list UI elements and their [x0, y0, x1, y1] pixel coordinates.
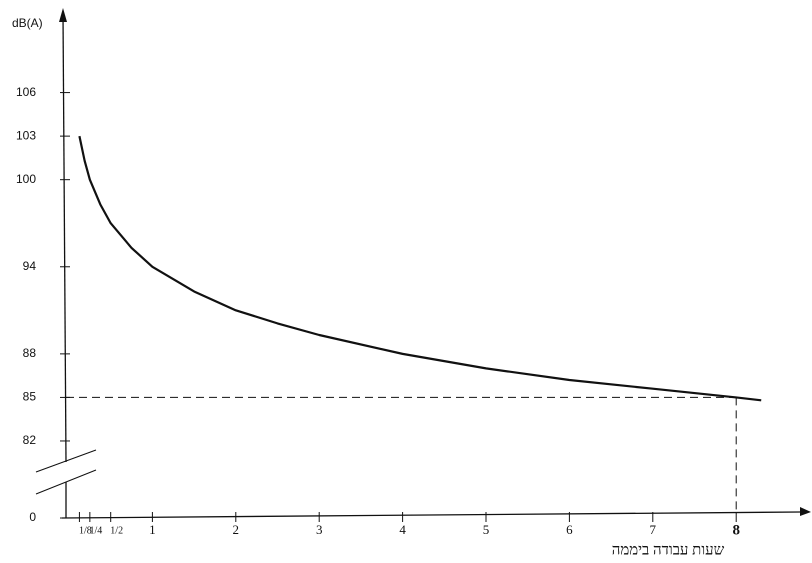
x-tick-label: 1/2 — [110, 525, 123, 536]
y-tick-label: 82 — [23, 433, 37, 447]
x-axis — [61, 511, 801, 519]
y-tick-label: 103 — [16, 128, 36, 142]
x-axis-label: שעות עבודה ביממה — [612, 542, 725, 558]
axis-break — [35, 469, 97, 495]
curve — [78, 135, 762, 402]
x-tick-label: 8 — [732, 522, 740, 538]
y-tick-label: 0 — [29, 510, 36, 524]
x-tick-label: 1/8 — [79, 525, 92, 536]
x-tick-label: 4 — [399, 522, 406, 537]
x-tick-label: 1/4 — [89, 525, 102, 536]
x-tick-label: 2 — [233, 522, 240, 537]
y-axis — [62, 13, 67, 463]
axis-break — [35, 449, 97, 473]
x-axis-arrow — [800, 507, 811, 516]
x-tick-label: 6 — [566, 522, 573, 537]
x-tick-label: 3 — [316, 522, 323, 537]
x-tick-label: 1 — [149, 522, 156, 537]
y-tick-label: 106 — [16, 85, 36, 99]
y-tick-label: 94 — [23, 259, 37, 273]
y-axis-arrow — [59, 8, 67, 22]
x-tick-label: 5 — [483, 522, 490, 537]
y-tick-label: 88 — [23, 346, 37, 360]
y-axis-label: dB(A) — [12, 16, 43, 30]
x-tick-label: 7 — [650, 522, 657, 537]
y-tick-label: 85 — [23, 390, 37, 404]
y-tick-label: 100 — [16, 172, 36, 186]
